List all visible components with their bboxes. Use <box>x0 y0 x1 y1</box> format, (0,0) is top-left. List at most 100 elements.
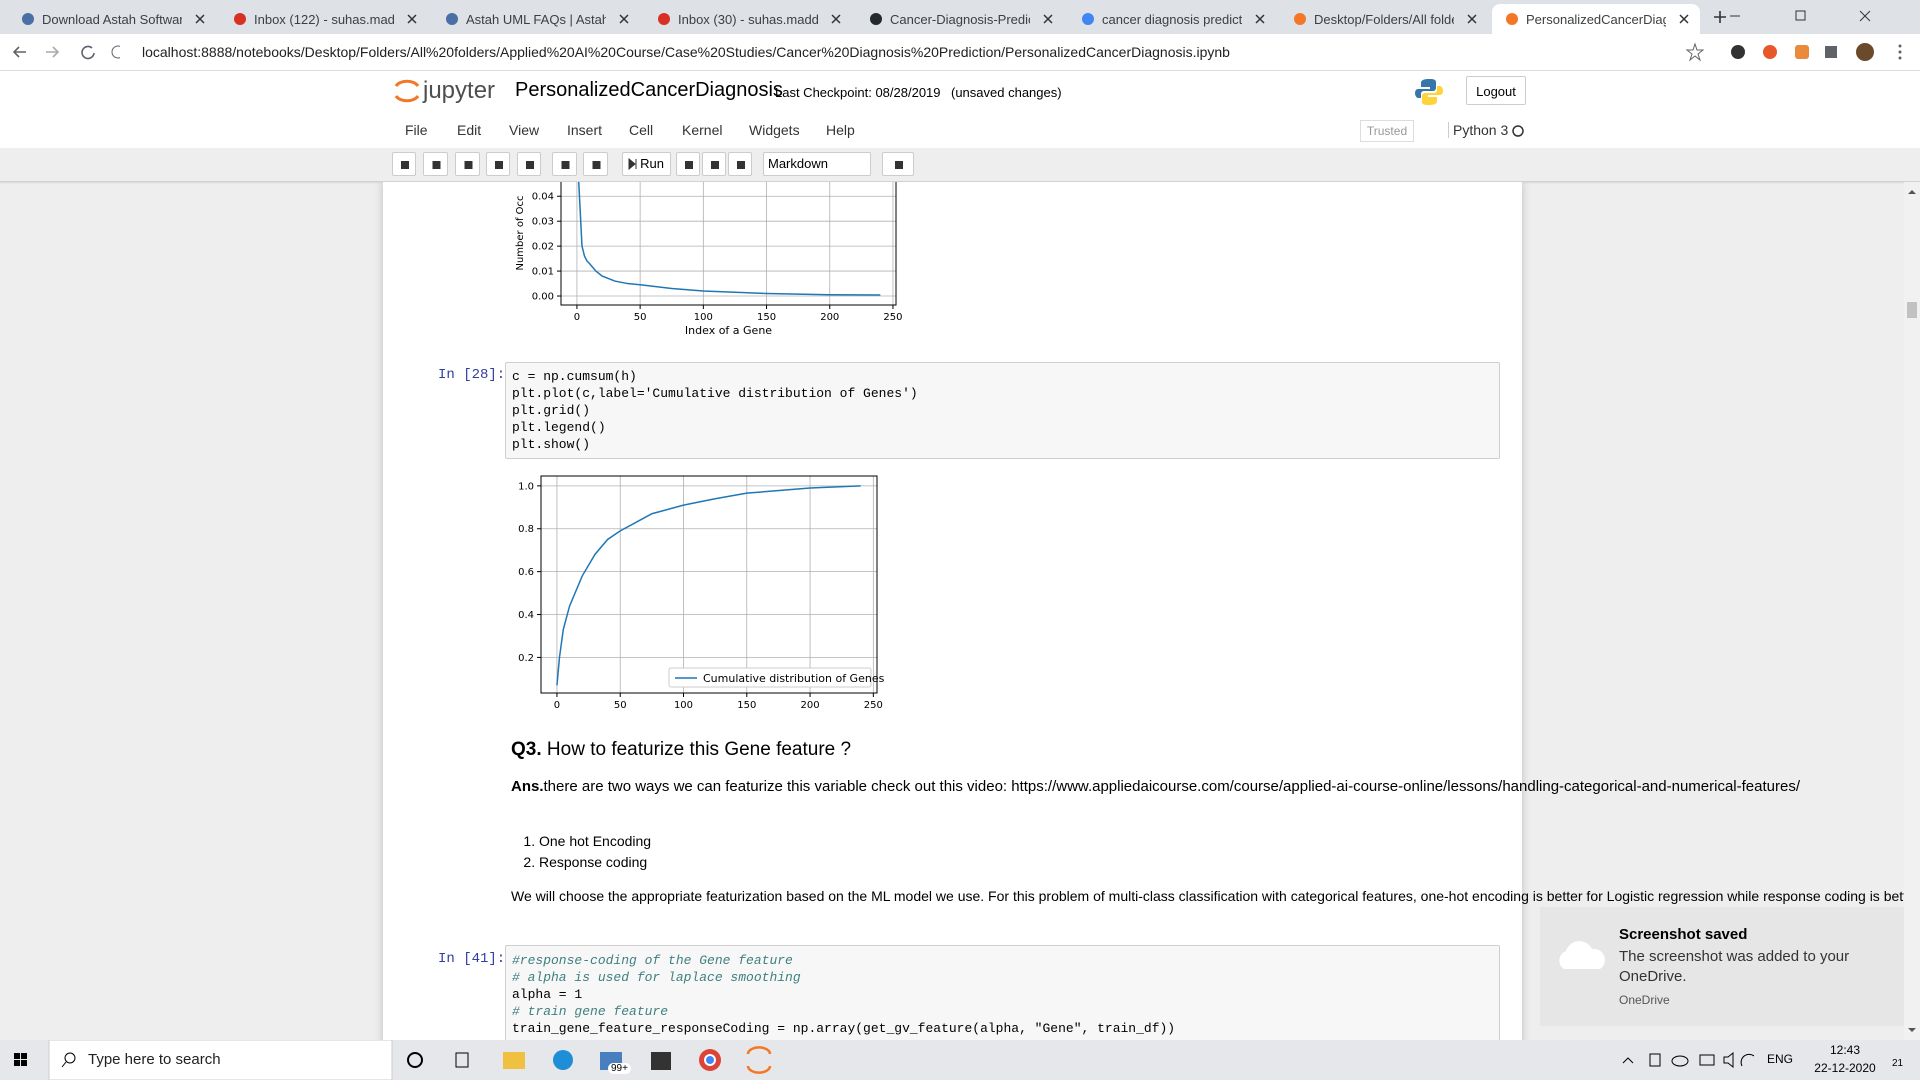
code-line: alpha = 1 <box>512 987 583 1002</box>
taskbar-icons[interactable] <box>0 1040 780 1080</box>
data-line <box>577 182 881 296</box>
window-controls <box>1730 10 1871 22</box>
favicon-shape <box>22 13 34 25</box>
menu-item[interactable]: Widgets <box>749 122 800 138</box>
tab-close[interactable] <box>1466 13 1478 25</box>
y-tick-label: 0.02 <box>532 242 554 253</box>
language[interactable]: ENG <box>1767 1052 1794 1066</box>
y-tick-label: 0.4 <box>518 610 534 621</box>
x-tick-label: 200 <box>820 312 839 323</box>
toolbar-button[interactable] <box>882 152 914 176</box>
code-line: # alpha is used for laplace smoothing <box>512 970 801 985</box>
toast-title: Screenshot saved <box>1619 926 1748 943</box>
notebook-area: 0 50 100 150 200 250 0.00 0.01 0.02 0.03 0.04 Index… <box>0 182 1904 1040</box>
tray-icons[interactable] <box>1620 1050 1755 1070</box>
legend-label: Cumulative distribution of Genes <box>703 672 885 685</box>
toolbar-button[interactable] <box>423 152 448 176</box>
tab-close[interactable] <box>194 13 206 25</box>
menu-item[interactable]: File <box>405 122 428 138</box>
run-glyph <box>628 158 637 170</box>
tab-title: Download Astah Software | <box>42 12 182 27</box>
x-tick-label: 250 <box>864 700 883 711</box>
tab-close[interactable] <box>1042 13 1054 25</box>
tab-strip: Download Astah Software | Inbox (122) - s… <box>0 0 1920 34</box>
url[interactable]: localhost:8888/notebooks/Desktop/Folders… <box>142 44 1230 60</box>
menu-item[interactable]: View <box>509 122 540 138</box>
button-icon <box>592 161 601 169</box>
tab-close[interactable] <box>406 13 418 25</box>
close-icon <box>1255 14 1265 24</box>
toolbar-button[interactable] <box>552 152 577 176</box>
tab-favicon <box>1506 13 1518 25</box>
close-icon <box>1043 14 1053 24</box>
x-tick-label: 50 <box>634 312 647 323</box>
jupyter-logo[interactable]: jupyter <box>423 77 496 104</box>
toolbar-button[interactable] <box>517 152 541 176</box>
browser-tab[interactable]: Cancer-Diagnosis-Predictio <box>856 4 1064 34</box>
favicon-shape <box>446 13 458 25</box>
tab-close[interactable] <box>830 13 842 25</box>
code-cell[interactable] <box>505 362 1500 459</box>
toolbar-button[interactable] <box>486 152 510 176</box>
answer-label: Ans. <box>511 778 544 795</box>
legend-box <box>668 667 872 688</box>
x-axis-label: Index of a Gene <box>685 324 772 337</box>
menu-item[interactable]: Edit <box>457 122 482 138</box>
answer-text: there are two ways we can featurize this… <box>543 778 1800 795</box>
toolbar-button[interactable] <box>702 152 726 176</box>
cloud-icon <box>1559 941 1605 969</box>
cell-prompt: In [41]: <box>438 951 506 967</box>
browser-tab[interactable]: Astah UML FAQs | Astah <box>432 4 640 34</box>
run-icon <box>628 158 637 170</box>
notification-count[interactable]: 21 <box>1892 1058 1904 1069</box>
browser-tab[interactable]: Inbox (122) - suhas.maddali <box>220 4 428 34</box>
menu-item[interactable]: Cell <box>629 122 654 138</box>
code-cell[interactable] <box>505 945 1500 1040</box>
markdown-paragraph: We will choose the appropriate featuriza… <box>511 888 1904 904</box>
jupyter-logo-icon <box>394 79 420 103</box>
menu-item[interactable]: Kernel <box>682 122 723 138</box>
toolbar-button[interactable] <box>676 152 700 176</box>
logout-button[interactable]: Logout <box>1466 76 1526 105</box>
search-box[interactable]: Type here to search <box>88 1051 221 1068</box>
browser-tab[interactable]: PersonalizedCancerDiagno <box>1492 4 1700 34</box>
list-item: One hot Encoding <box>539 831 651 852</box>
tab-title: PersonalizedCancerDiagno <box>1526 12 1666 27</box>
tab-favicon <box>234 13 246 25</box>
tab-title: Astah UML FAQs | Astah <box>466 12 606 27</box>
browser-tab[interactable]: Inbox (30) - suhas.maddali. <box>644 4 852 34</box>
scrollbar[interactable] <box>1904 182 1920 1040</box>
x-tick-label: 0 <box>554 700 560 711</box>
new-tab[interactable] <box>1712 9 1728 25</box>
menu-item[interactable]: Insert <box>567 122 603 138</box>
toolbar-button[interactable] <box>455 152 480 176</box>
tab-close[interactable] <box>1254 13 1266 25</box>
plot-area <box>561 182 896 305</box>
toolbar-button[interactable] <box>583 152 608 176</box>
browser-tab[interactable]: Desktop/Folders/All folders <box>1280 4 1488 34</box>
browser-icons[interactable] <box>1685 42 1915 62</box>
tab-favicon <box>658 13 670 25</box>
answer: Ans.there are two ways we can featurize … <box>511 777 1800 797</box>
tab-title: cancer diagnosis prediction <box>1102 12 1242 27</box>
toolbar-button[interactable] <box>392 152 416 176</box>
browser-tab[interactable]: Download Astah Software | <box>8 4 216 34</box>
x-tick-label: 0 <box>574 312 580 323</box>
clock-time[interactable]: 12:43 <box>1829 1043 1861 1057</box>
trusted-indicator[interactable]: Trusted <box>1360 120 1414 142</box>
notebook-name[interactable]: PersonalizedCancerDiagnosis <box>515 79 783 101</box>
tab-close[interactable] <box>618 13 630 25</box>
tab-close[interactable] <box>1678 13 1690 25</box>
toolbar-button[interactable] <box>728 152 752 176</box>
clock-date[interactable]: 22-12-2020 <box>1814 1061 1876 1075</box>
favicon-shape <box>658 13 670 25</box>
y-tick-label: 0.03 <box>532 217 554 228</box>
tab-favicon <box>870 13 882 25</box>
tab-favicon <box>22 13 34 25</box>
nav-buttons[interactable] <box>10 42 120 62</box>
toast-notification[interactable]: Screenshot saved The screenshot was adde… <box>1540 907 1904 1026</box>
cell-type-select[interactable]: Markdown <box>763 152 871 176</box>
menu-item[interactable]: Help <box>826 122 855 138</box>
browser-tab[interactable]: cancer diagnosis prediction <box>1068 4 1276 34</box>
